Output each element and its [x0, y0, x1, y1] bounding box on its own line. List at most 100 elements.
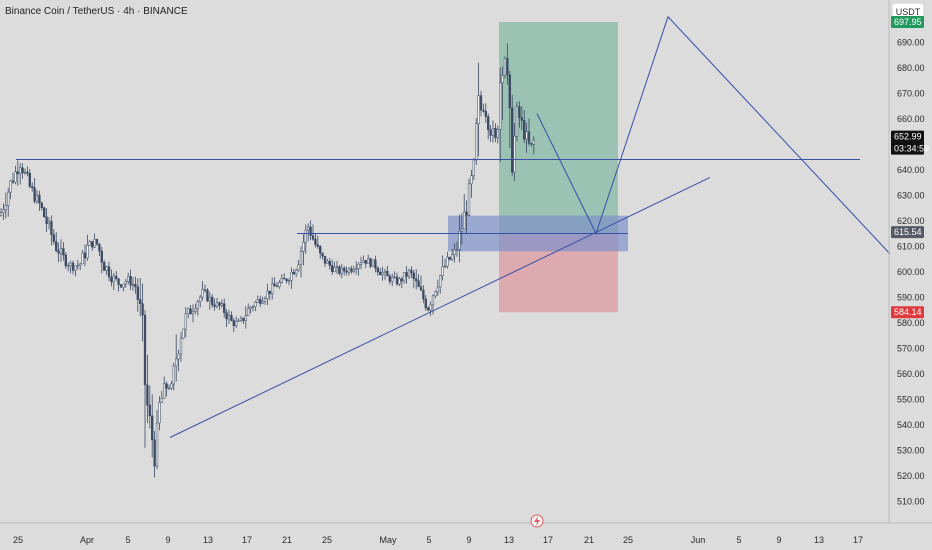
candle-body [393, 276, 396, 278]
candle-body [146, 384, 149, 406]
time-tick-label: 13 [814, 535, 824, 545]
time-tick-label: 17 [543, 535, 553, 545]
candle-body [136, 286, 139, 300]
candle-body [7, 191, 10, 206]
candle-body [112, 275, 115, 283]
candle-body [62, 248, 65, 256]
candle-body [427, 307, 430, 311]
candle-body [463, 211, 466, 230]
time-axis[interactable]: 25 Apr 5 9 13 17 21 25 May 5 9 13 17 21 25 Jun 5 9 13 17 [13, 535, 863, 545]
price-tick-label: 640.00 [897, 165, 925, 175]
price-tick-label: 600.00 [897, 267, 925, 277]
candle-body [496, 129, 499, 139]
candle-body [139, 299, 142, 304]
candle-body [302, 242, 305, 252]
candle-body [191, 311, 195, 315]
candle-body [467, 183, 471, 216]
candle-body [115, 275, 118, 279]
candle-body [201, 289, 204, 298]
candle-body [208, 296, 211, 302]
candle-body [400, 278, 403, 282]
candle-body [323, 255, 327, 264]
candle-body [189, 308, 192, 315]
candle-body [21, 167, 24, 174]
price-axis[interactable]: 510.00 520.00 530.00 540.00 550.00 560.00 570.… [897, 12, 925, 507]
candle-body [16, 171, 19, 175]
candle-body [254, 301, 257, 307]
current-price-label-countdown: 03:34:59 [894, 144, 929, 154]
candle-body [441, 266, 444, 277]
trendline[interactable] [169, 176, 711, 438]
projection-path[interactable] [536, 15, 891, 255]
candle-body [311, 235, 315, 240]
candle-body [484, 110, 487, 117]
candle-body [359, 262, 363, 265]
candle-body [242, 317, 245, 321]
drawing-tools[interactable] [16, 15, 891, 438]
price-tick-label: 560.00 [897, 369, 925, 379]
candle-body [71, 262, 75, 271]
current-price-label: 652.99 [894, 132, 922, 142]
candle-body [273, 283, 276, 287]
candle-body [283, 277, 286, 280]
candle-body [100, 250, 103, 263]
lightning-icon[interactable] [530, 514, 544, 528]
time-tick-label: 17 [242, 535, 252, 545]
candle-body [153, 439, 156, 467]
candle-body [290, 271, 293, 281]
candle-body [532, 139, 535, 145]
candle-body [515, 106, 519, 137]
candle-body [335, 266, 339, 268]
candle-body [237, 320, 240, 322]
candle-body [403, 272, 406, 282]
candle-body [297, 264, 300, 271]
current-price-label-bg [891, 130, 924, 155]
price-tick-label: 680.00 [897, 63, 925, 73]
candle-body [223, 303, 226, 313]
candle-body [55, 241, 58, 251]
trade-zones[interactable] [448, 21, 628, 313]
candle-body [196, 301, 199, 310]
candle-body [295, 269, 298, 275]
candle-body [134, 283, 137, 288]
candle-body [520, 117, 523, 121]
candle-body [172, 365, 175, 385]
stop-price-label: 584.14 [894, 307, 922, 317]
candle-body [259, 299, 262, 304]
candle-body [508, 74, 511, 109]
candle-body [141, 303, 144, 316]
candle-body [107, 266, 111, 278]
candle-body [424, 298, 427, 309]
time-tick-label: 21 [584, 535, 594, 545]
candle-body [338, 266, 341, 274]
candle-body [206, 289, 209, 302]
candle-body [148, 404, 151, 417]
candle-body [465, 211, 468, 216]
candle-body [2, 209, 5, 213]
time-tick-label: 5 [736, 535, 741, 545]
candle-body [319, 246, 322, 254]
candle-body [470, 175, 473, 185]
time-tick-label: 25 [322, 535, 332, 545]
candles-series [0, 43, 535, 478]
candle-body [355, 268, 358, 271]
candle-body [299, 251, 303, 266]
candle-body [431, 295, 435, 306]
price-tick-label: 690.00 [897, 37, 925, 47]
candle-body [415, 278, 418, 282]
candle-body [67, 265, 70, 267]
candle-body [225, 312, 228, 320]
candle-body [458, 230, 461, 250]
profit-zone[interactable] [499, 21, 618, 234]
candle-body [230, 314, 233, 321]
candle-body [239, 317, 243, 321]
price-tick-label: 510.00 [897, 496, 925, 506]
candle-body [103, 262, 106, 271]
price-tick-label: 580.00 [897, 318, 925, 328]
candle-body [477, 95, 480, 124]
time-tick-label: 9 [466, 535, 471, 545]
candle-body [28, 172, 31, 187]
